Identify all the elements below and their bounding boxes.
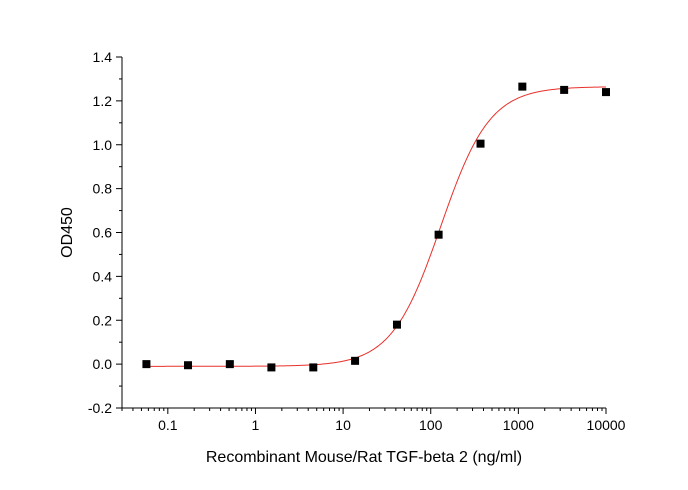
data-point (351, 356, 360, 365)
data-point (560, 85, 569, 94)
x-tick-label: 1 (252, 417, 260, 433)
data-points-layer (142, 82, 610, 372)
y-axis-title: OD450 (59, 207, 76, 258)
data-point (518, 82, 527, 91)
fit-curve-layer (146, 86, 607, 367)
x-axis-title: Recombinant Mouse/Rat TGF-beta 2 (ng/ml) (206, 449, 522, 466)
y-tick-label: 0.0 (93, 356, 113, 372)
x-tick-label: 1000 (503, 417, 534, 433)
x-tick-label: 100 (419, 417, 443, 433)
data-point (184, 361, 193, 370)
y-tick-label: 0.4 (93, 268, 113, 284)
y-tick-label: 1.4 (93, 49, 113, 65)
data-point (434, 230, 443, 239)
data-point (142, 360, 151, 369)
x-tick-label: 0.1 (158, 417, 178, 433)
data-point (267, 363, 276, 372)
x-tick-label: 10000 (587, 417, 626, 433)
y-tick-label: -0.2 (88, 400, 112, 416)
y-tick-label: 0.2 (93, 312, 113, 328)
y-tick-label: 1.0 (93, 137, 113, 153)
y-tick-label: 1.2 (93, 93, 113, 109)
fit-curve (146, 86, 607, 367)
data-point (392, 320, 401, 329)
data-point (476, 139, 485, 148)
data-point (225, 360, 234, 369)
data-point (309, 363, 318, 372)
y-tick-label: 0.8 (93, 181, 113, 197)
y-tick-label: 0.6 (93, 225, 113, 241)
x-tick-label: 10 (335, 417, 351, 433)
data-point (602, 88, 610, 97)
axes: -0.2 0.0 0.2 0.4 0.6 0.8 1.0 1.2 1.4 0.1 1 10 100 100… (88, 49, 626, 433)
